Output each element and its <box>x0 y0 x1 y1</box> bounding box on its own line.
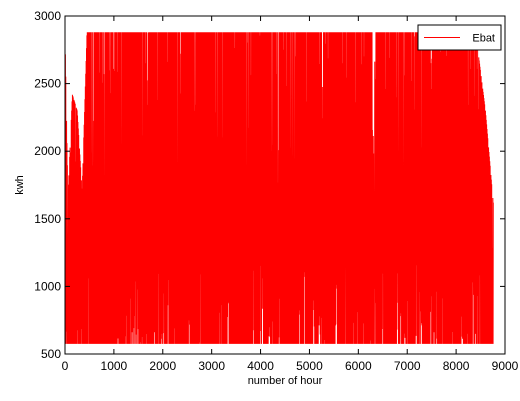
x-tick-label: 1000 <box>101 359 128 373</box>
x-tick-label: 0 <box>62 359 69 373</box>
y-tick-label: 1500 <box>34 212 61 226</box>
x-tick-label: 5000 <box>296 359 323 373</box>
y-tick-label: 500 <box>41 347 61 361</box>
x-tick-label: 6000 <box>345 359 372 373</box>
plot-area <box>64 16 505 354</box>
x-tick-label: 4000 <box>247 359 274 373</box>
y-tick-label: 2000 <box>34 144 61 158</box>
y-axis-label: kwh <box>14 175 26 195</box>
x-tick-label: 9000 <box>492 359 519 373</box>
legend-label: Ebat <box>472 33 495 45</box>
series-line-ebat <box>64 32 494 344</box>
x-axis-label: number of hour <box>248 375 323 387</box>
y-tick-label: 2500 <box>34 77 61 91</box>
y-tick-label: 1000 <box>34 279 61 293</box>
x-tick-label: 7000 <box>394 359 421 373</box>
x-tick-label: 8000 <box>443 359 470 373</box>
axes <box>64 15 506 355</box>
y-tick-label: 3000 <box>34 9 61 23</box>
x-tick-label: 3000 <box>198 359 225 373</box>
x-tick-label: 2000 <box>149 359 176 373</box>
ticks: 0 1000 2000 3000 4000 5000 6000 7000 8000 9000 500… <box>34 9 518 373</box>
axes-box <box>64 15 506 355</box>
legend: Ebat <box>417 24 502 51</box>
